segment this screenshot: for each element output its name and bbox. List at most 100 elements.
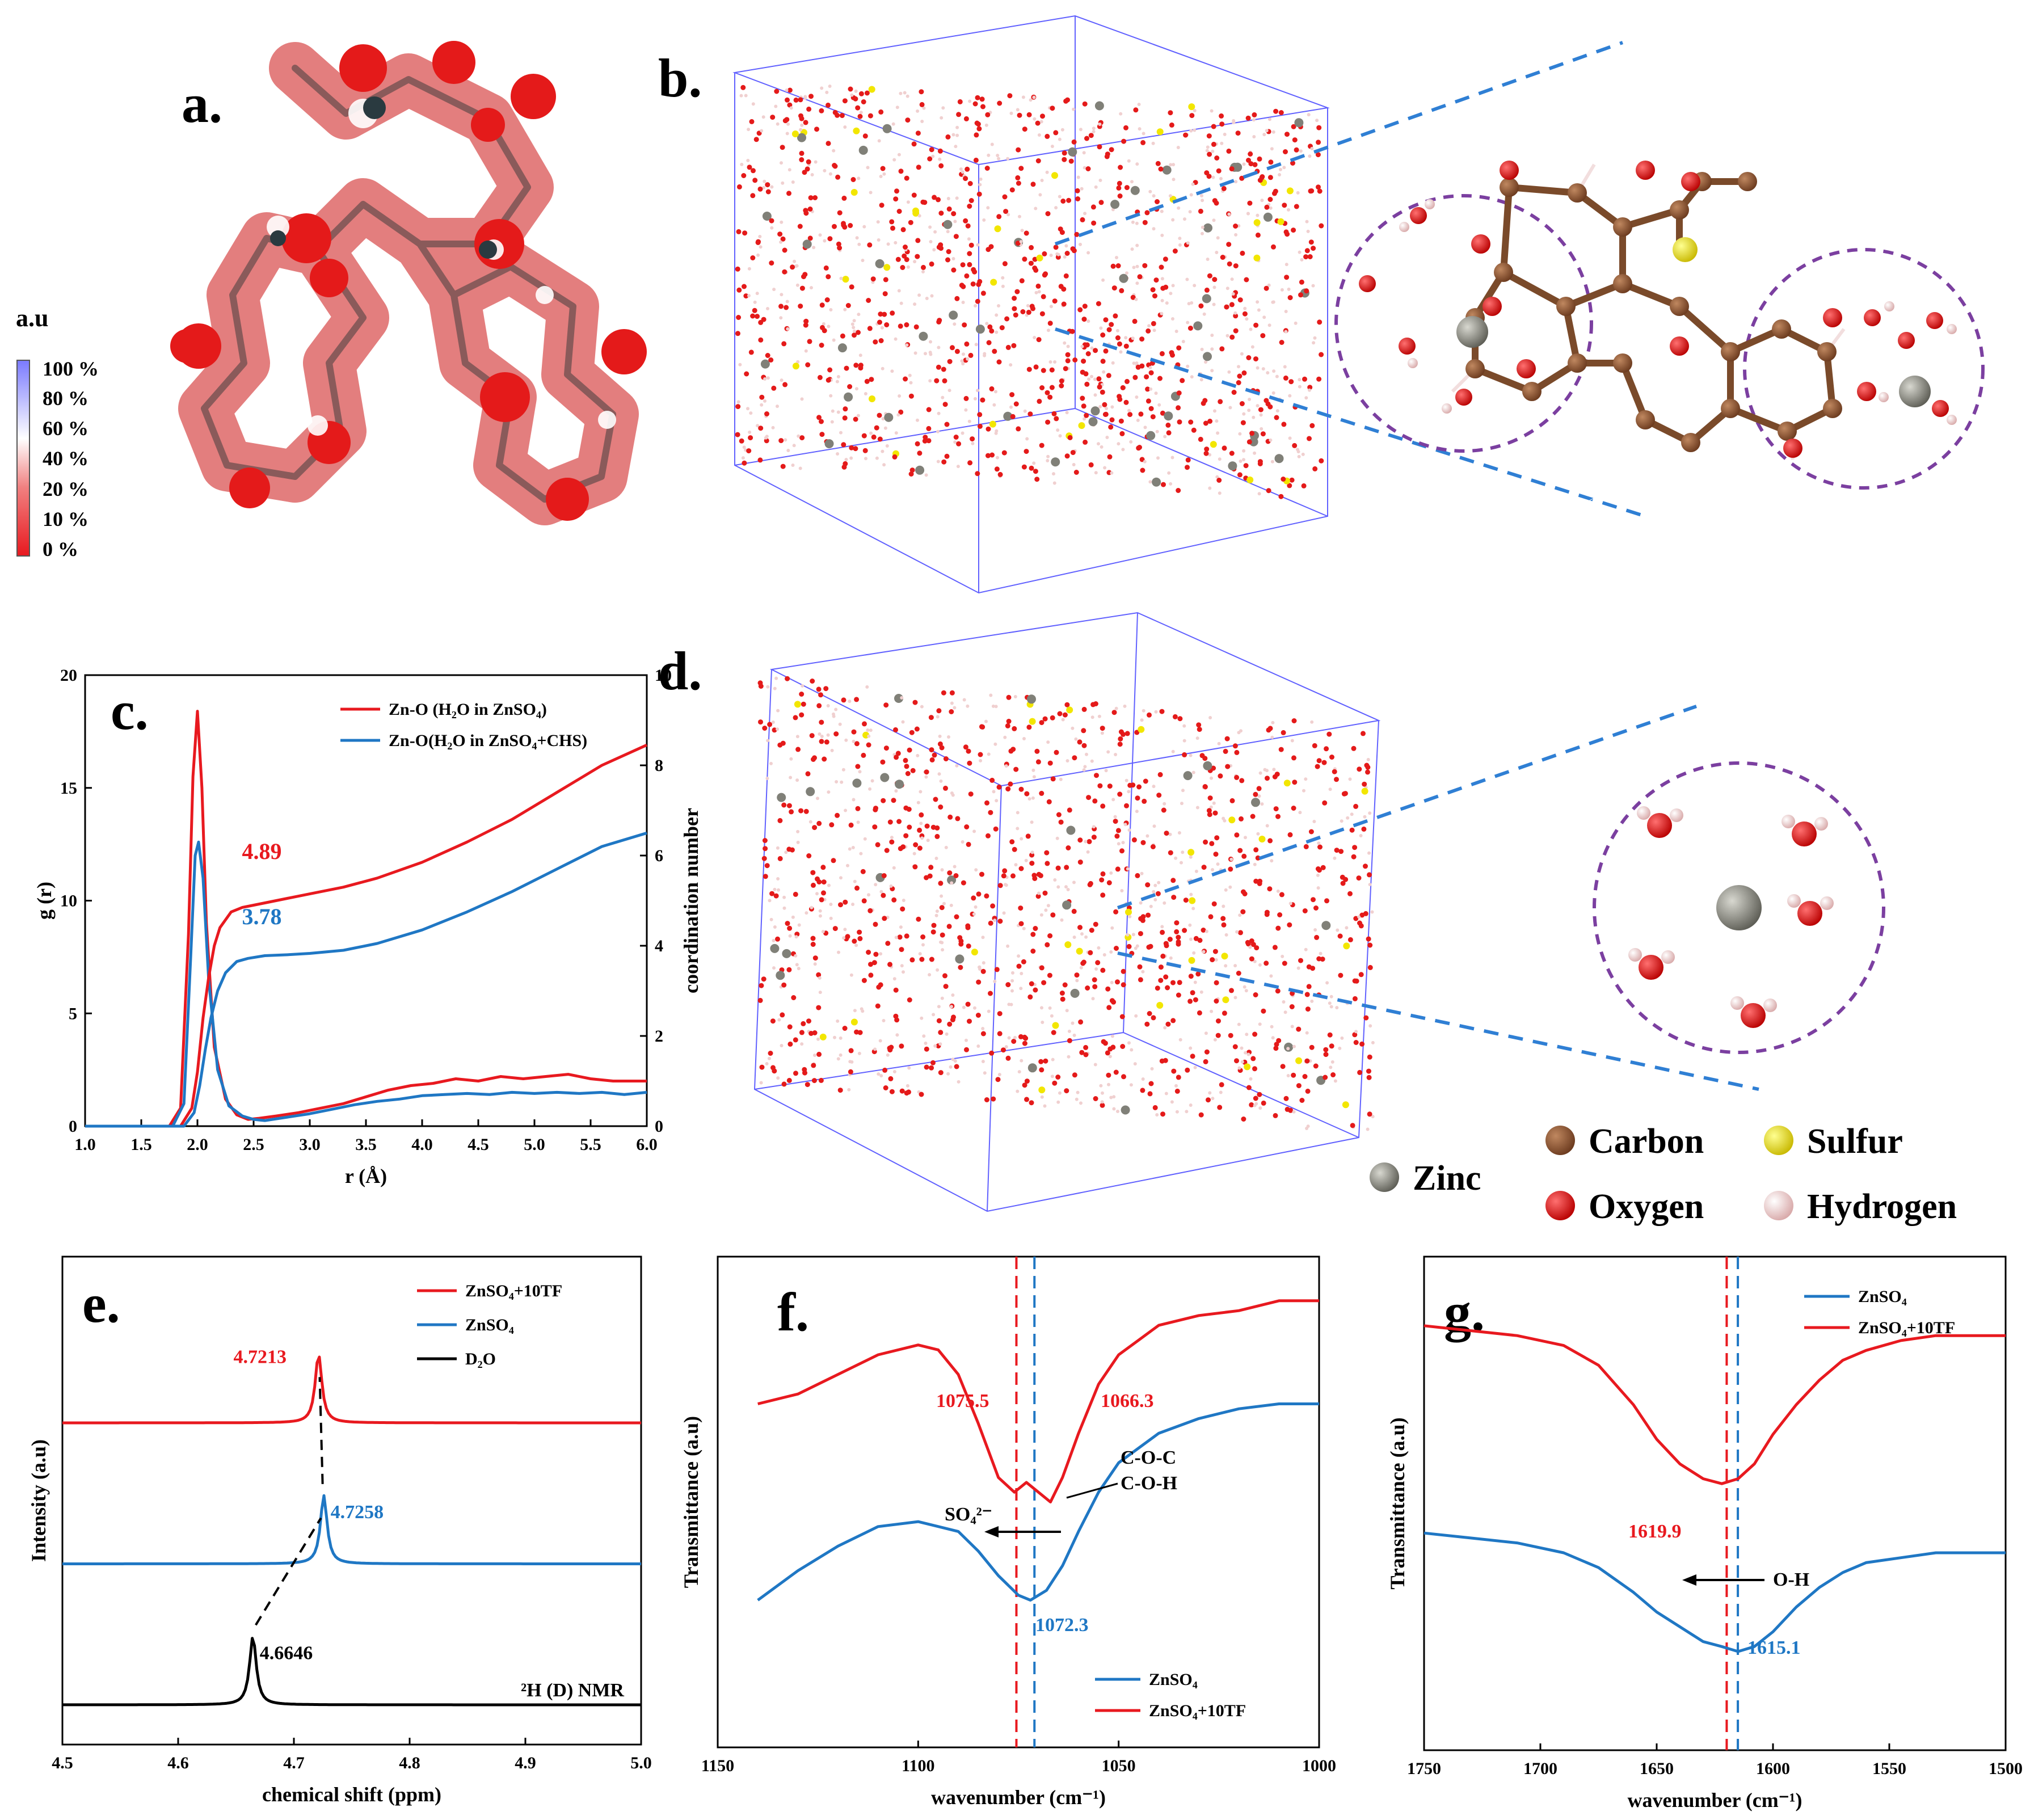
atom <box>1289 477 1295 483</box>
atom <box>1237 373 1243 379</box>
x-tick-label: 4.6 <box>167 1754 189 1772</box>
atom <box>1228 816 1236 824</box>
atom <box>1029 981 1034 987</box>
atom <box>765 189 771 195</box>
atom <box>824 739 829 745</box>
atom <box>841 442 846 448</box>
atom <box>818 1077 824 1083</box>
atom <box>826 141 831 146</box>
atom <box>752 307 757 313</box>
atom <box>812 955 818 961</box>
atom <box>1165 301 1169 305</box>
atom <box>764 411 769 416</box>
atom <box>782 949 791 958</box>
atom <box>1207 419 1213 424</box>
atom <box>855 806 861 811</box>
atom <box>1123 125 1128 130</box>
atom <box>920 1016 924 1020</box>
atom <box>1152 293 1157 299</box>
atom <box>774 89 780 94</box>
atom <box>1012 726 1017 731</box>
atom <box>917 450 923 456</box>
atom <box>949 903 953 907</box>
atom <box>1148 366 1152 369</box>
atom <box>859 111 863 115</box>
atom <box>1160 209 1164 213</box>
atom <box>878 338 884 343</box>
atom <box>1270 460 1274 464</box>
atom <box>1075 979 1079 983</box>
atom <box>1311 897 1316 903</box>
atom <box>816 1005 822 1010</box>
atom <box>853 446 858 452</box>
atom <box>1026 304 1030 307</box>
atom <box>958 938 964 944</box>
atom <box>760 129 764 133</box>
atom <box>1059 230 1065 235</box>
atom <box>1216 236 1220 240</box>
atom <box>978 752 983 757</box>
atom <box>929 1065 934 1071</box>
atom <box>813 1054 816 1057</box>
legend-label: ZnSO₄ <box>1858 1287 1907 1306</box>
atom <box>1124 378 1130 384</box>
atom <box>1119 431 1125 436</box>
atom <box>961 362 965 366</box>
atom <box>807 235 813 241</box>
atom <box>867 734 871 738</box>
atom <box>1033 987 1038 993</box>
atom <box>1186 241 1190 245</box>
atom <box>801 684 805 688</box>
atom <box>1278 173 1282 176</box>
atom <box>1127 408 1131 412</box>
atom <box>1210 1009 1214 1013</box>
atom <box>1026 724 1032 730</box>
atom <box>904 1090 909 1096</box>
atom <box>1307 436 1312 441</box>
atom <box>1174 1088 1180 1094</box>
atom <box>878 311 883 317</box>
atom <box>1091 220 1097 226</box>
atom <box>1189 897 1196 904</box>
atom <box>1169 350 1174 356</box>
atom <box>1203 1059 1208 1064</box>
atom <box>1189 937 1193 941</box>
atom <box>884 322 890 327</box>
atom <box>857 313 861 317</box>
atom <box>1260 427 1264 431</box>
atom <box>1099 1084 1103 1088</box>
atom <box>1171 317 1174 321</box>
atom <box>848 1069 853 1075</box>
x-tick-label: 6.0 <box>636 1135 658 1154</box>
atom <box>1009 363 1013 367</box>
atom <box>1265 129 1269 133</box>
legend-label: Zn-O(H₂O in ZnSO₄+CHS) <box>389 731 587 750</box>
atom <box>1234 832 1240 838</box>
atom <box>758 719 763 725</box>
atom <box>1270 147 1274 151</box>
atom <box>1027 1063 1037 1073</box>
atom <box>866 298 871 303</box>
atom <box>893 727 898 732</box>
atom <box>981 936 985 940</box>
atom <box>780 378 784 382</box>
atom <box>780 145 785 150</box>
atom <box>1248 398 1252 401</box>
atom <box>1295 1057 1303 1064</box>
x-tick-label: 5.0 <box>630 1754 652 1772</box>
atom <box>1140 467 1145 473</box>
atom <box>1224 736 1230 742</box>
atom <box>1361 826 1367 832</box>
atom <box>906 1084 909 1088</box>
atom <box>837 245 843 251</box>
atom <box>829 394 833 398</box>
atom <box>996 214 1002 220</box>
atom <box>929 747 934 753</box>
atom <box>1022 256 1027 262</box>
atom <box>1219 1082 1224 1088</box>
atom <box>1176 405 1181 411</box>
atom <box>908 220 913 225</box>
atom <box>949 310 958 320</box>
atom <box>1333 1079 1337 1083</box>
atom <box>909 381 913 385</box>
